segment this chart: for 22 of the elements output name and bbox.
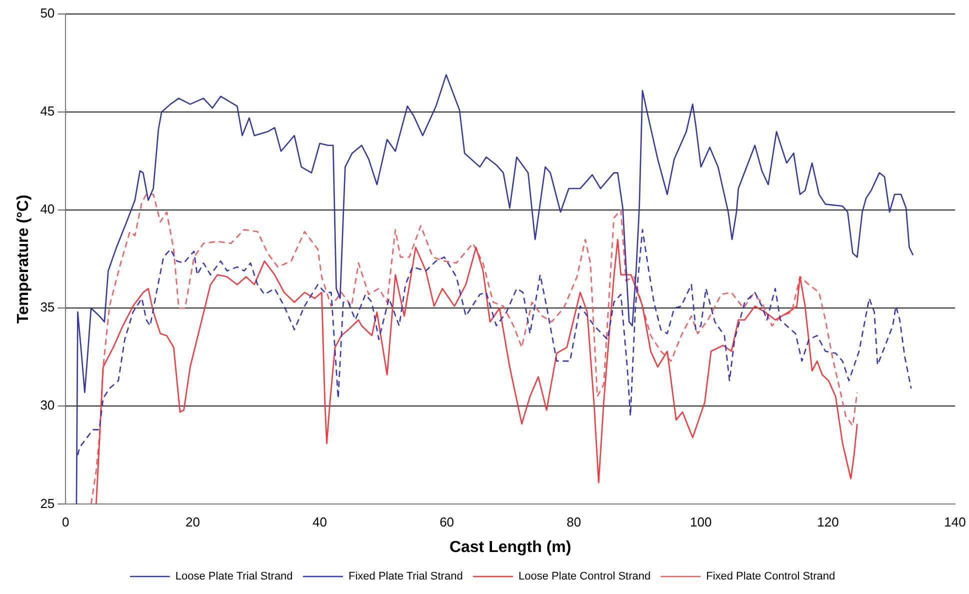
line-series	[90, 194, 858, 504]
legend-label: Fixed Plate Trial Strand	[348, 570, 463, 583]
legend-label: Fixed Plate Control Strand	[706, 570, 836, 583]
y-tick-label: 35	[40, 300, 55, 315]
line-series	[77, 229, 912, 456]
y-tick-label: 25	[40, 496, 55, 511]
y-tick-label: 30	[40, 398, 55, 413]
x-tick-label: 20	[185, 514, 200, 530]
y-tick-label: 50	[40, 6, 55, 21]
legend-label: Loose Plate Control Strand	[518, 570, 651, 583]
x-tick-label: 0	[62, 514, 70, 530]
x-tick-label: 60	[440, 514, 454, 530]
x-tick-label: 40	[312, 514, 327, 530]
y-axis-title: Temperature (°C)	[15, 194, 32, 324]
legend-label: Loose Plate Trial Strand	[175, 570, 293, 583]
x-axis-title: Cast Length (m)	[449, 538, 572, 556]
x-tick-label: 120	[817, 514, 839, 530]
y-tick-label: 45	[40, 104, 55, 119]
x-tick-label: 100	[690, 514, 712, 530]
y-tick-label: 40	[40, 202, 55, 217]
x-tick-label: 80	[566, 514, 582, 530]
x-tick-label: 140	[944, 514, 966, 530]
